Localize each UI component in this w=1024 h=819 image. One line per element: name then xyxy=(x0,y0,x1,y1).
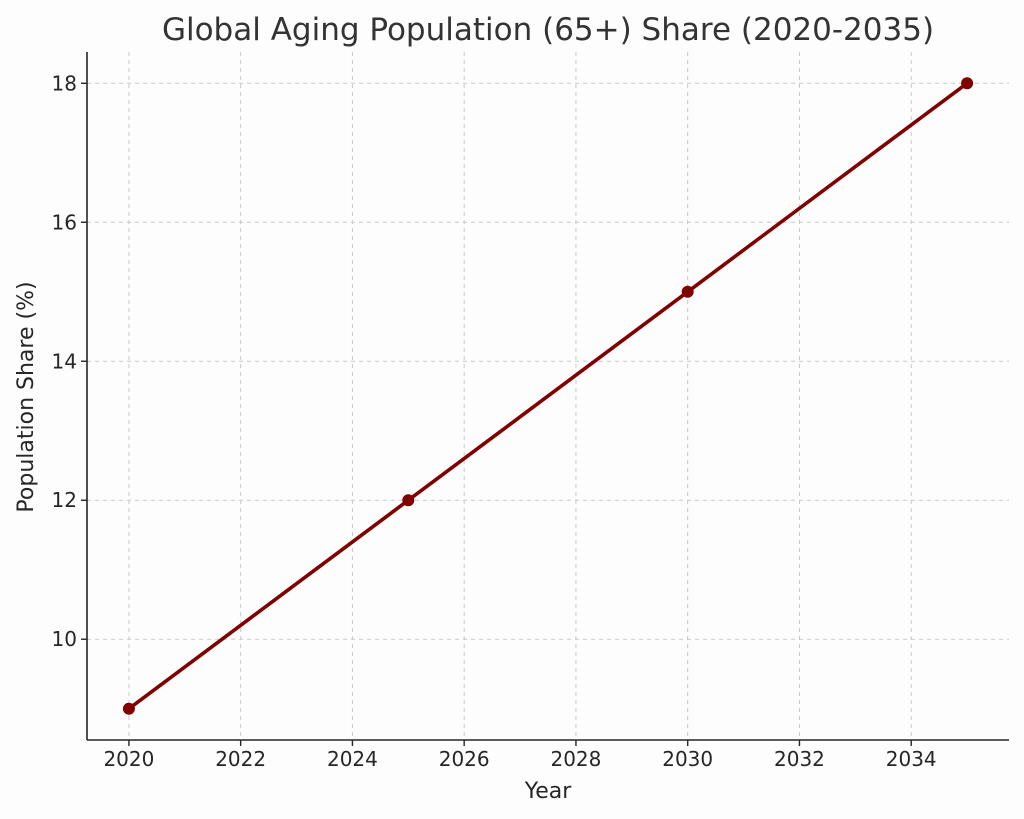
x-tick-label: 2022 xyxy=(215,747,266,771)
y-tick-label: 18 xyxy=(52,71,77,95)
series-layer xyxy=(122,77,974,715)
x-tick-label: 2030 xyxy=(662,747,713,771)
x-tick-label: 2034 xyxy=(886,747,937,771)
chart-title: Global Aging Population (65+) Share (202… xyxy=(162,12,934,48)
x-axis-label: Year xyxy=(524,779,573,804)
data-point xyxy=(961,77,974,90)
x-tick-label: 2024 xyxy=(327,747,378,771)
series-line xyxy=(127,81,969,711)
x-tick-label: 2026 xyxy=(439,747,490,771)
tick-labels: 2020 2022 2024 2026 2028 2030 2032 2034 10 12 14 16… xyxy=(52,71,937,771)
data-point xyxy=(402,494,415,507)
y-axis-label: Population Share (%) xyxy=(14,281,39,512)
y-tick-label: 12 xyxy=(52,488,77,512)
y-tick-label: 10 xyxy=(52,627,77,651)
grid-lines xyxy=(87,52,1009,740)
x-tick-label: 2028 xyxy=(550,747,601,771)
x-tick-label: 2032 xyxy=(774,747,825,771)
data-point xyxy=(122,702,135,715)
data-point xyxy=(681,285,694,298)
y-tick-label: 16 xyxy=(52,210,77,234)
y-tick-label: 14 xyxy=(52,349,77,373)
x-tick-label: 2020 xyxy=(103,747,154,771)
